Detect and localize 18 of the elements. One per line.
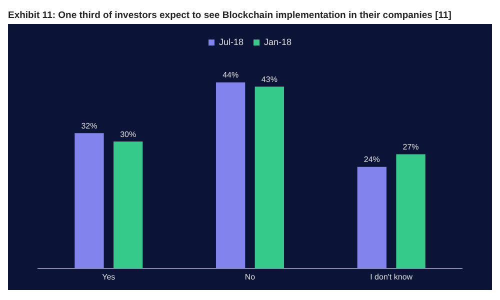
x-tick-label: No bbox=[244, 272, 256, 282]
data-label: 27% bbox=[402, 142, 419, 152]
data-label: 32% bbox=[81, 121, 98, 130]
data-label: 30% bbox=[120, 130, 136, 139]
legend-label: Jul-18 bbox=[218, 36, 244, 47]
bar bbox=[254, 86, 284, 268]
x-tick-label: Yes bbox=[102, 272, 116, 282]
x-tick-label: I don't know bbox=[370, 272, 413, 282]
legend-label: Jan-18 bbox=[264, 36, 292, 47]
bar bbox=[357, 166, 386, 268]
data-label: 44% bbox=[222, 70, 239, 80]
bar bbox=[216, 82, 246, 268]
bar bbox=[74, 133, 104, 268]
bar bbox=[396, 154, 426, 268]
bar bbox=[114, 142, 143, 268]
data-label: 43% bbox=[261, 74, 278, 84]
chart-title: Exhibit 11: One third of investors expect to see Blockchain implementation in their companies [11] bbox=[8, 9, 452, 23]
data-label: 24% bbox=[364, 155, 380, 164]
